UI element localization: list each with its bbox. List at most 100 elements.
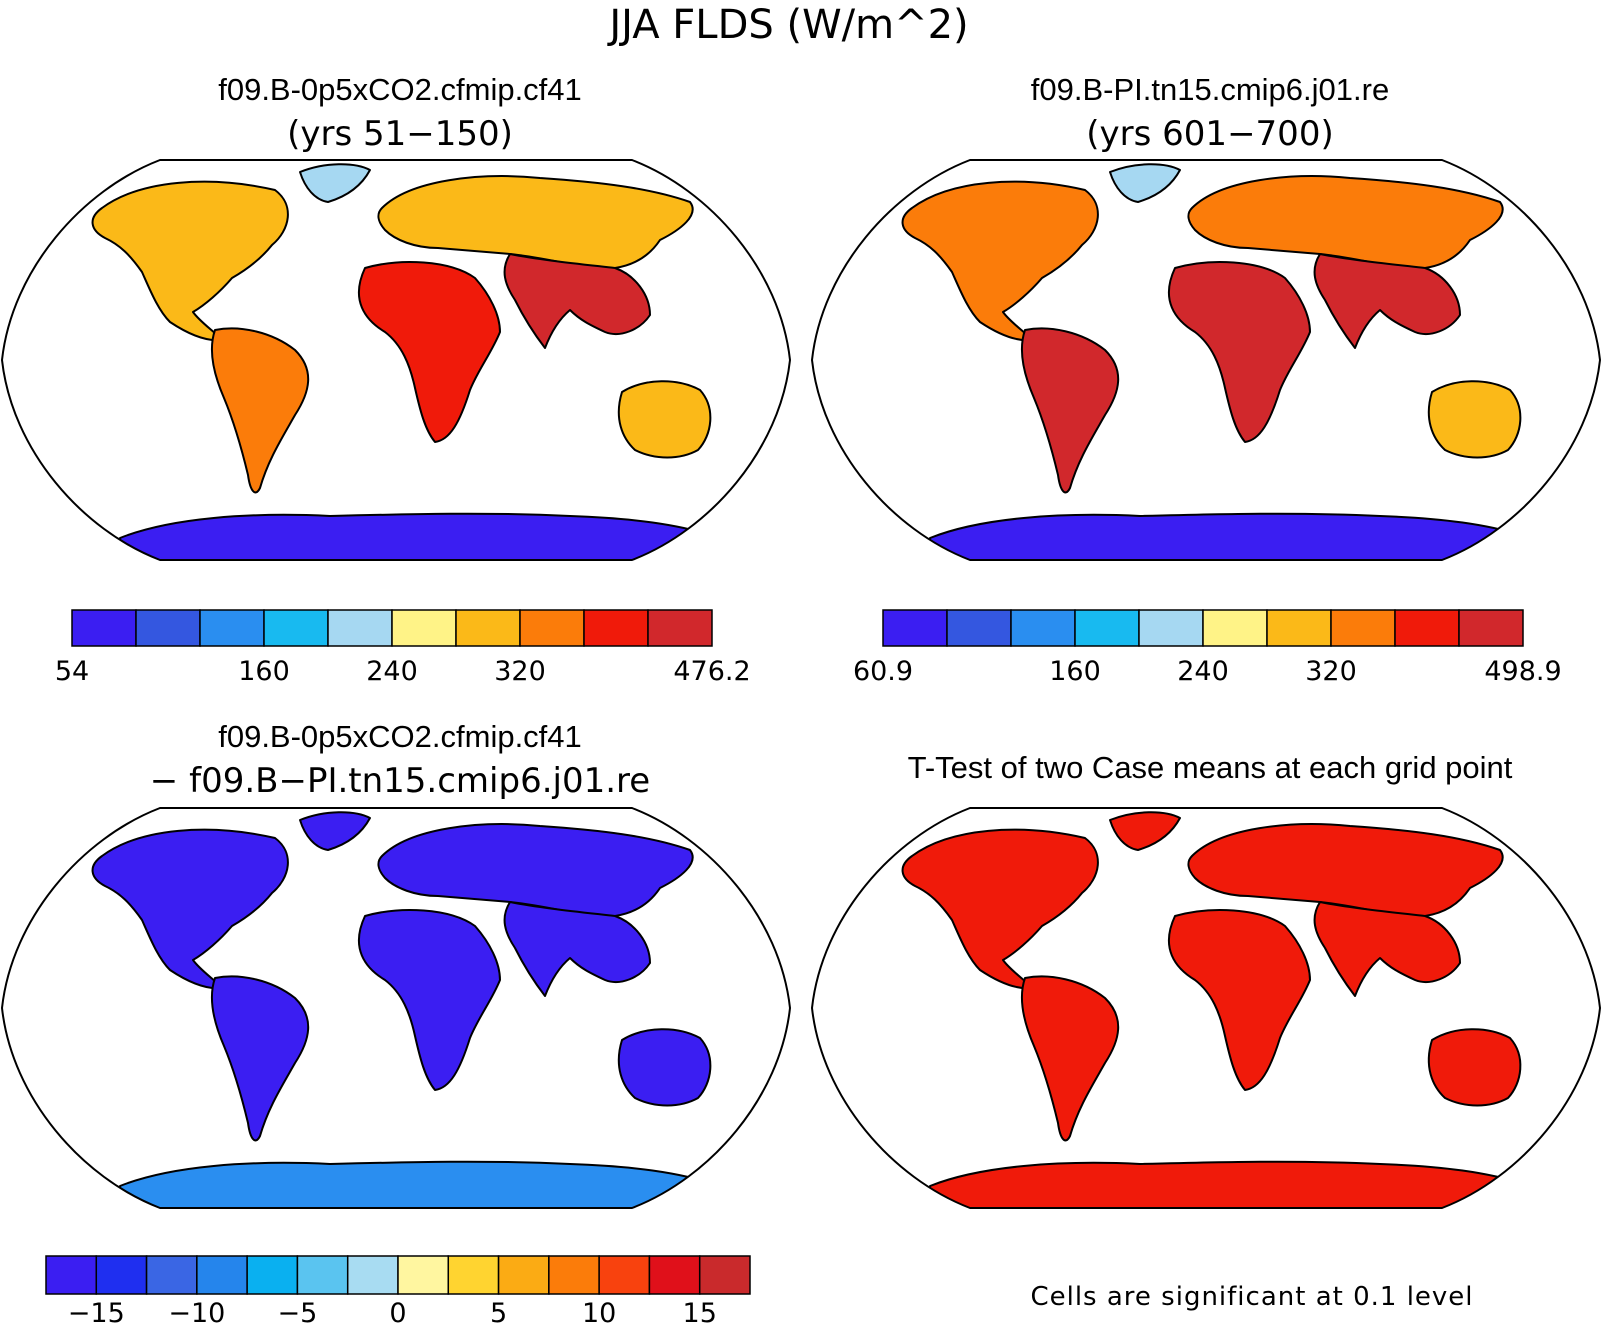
panel-2-title: f09.B-PI.tn15.cmip6.j01.re xyxy=(1031,72,1389,107)
colorbar-tick-label: 160 xyxy=(238,656,290,687)
colorbar-box xyxy=(455,609,521,647)
region-greenland xyxy=(1109,811,1181,851)
region-north-america xyxy=(901,180,1099,342)
panel-4-title: T-Test of two Case means at each grid po… xyxy=(908,750,1513,785)
colorbar-box xyxy=(1074,609,1140,647)
colorbar-box xyxy=(1138,609,1204,647)
map-frame xyxy=(810,159,1602,561)
colorbar-box xyxy=(71,609,137,647)
colorbar-box xyxy=(1394,609,1460,647)
colorbar-difference: −15 −10 −5 0 5 10 15 xyxy=(45,1255,751,1327)
colorbar-box xyxy=(145,1255,198,1295)
colorbar-tick-label: 10 xyxy=(582,1298,616,1327)
colorbar-case1: 54 160 240 320 476.2 xyxy=(55,609,751,687)
map-frame xyxy=(0,159,792,561)
colorbar-box xyxy=(199,609,265,647)
colorbar-tick-label: 240 xyxy=(1177,656,1229,687)
region-north-america xyxy=(901,828,1099,990)
map-difference xyxy=(0,807,792,1209)
colorbar-tick-label: 5 xyxy=(490,1298,507,1327)
colorbar-tick-label: −10 xyxy=(168,1298,225,1327)
colorbar-box xyxy=(391,609,457,647)
region-south-america xyxy=(1021,327,1120,494)
colorbar-box xyxy=(45,1255,98,1295)
colorbar-box xyxy=(583,609,649,647)
significance-note: Cells are significant at 0.1 level xyxy=(1030,1282,1473,1312)
land-layer xyxy=(812,160,1600,560)
map-case1 xyxy=(0,159,792,561)
panel-1-subtitle: (yrs 51−150) xyxy=(287,114,513,154)
region-antarctica xyxy=(929,512,1531,560)
colorbar-tick-label: 320 xyxy=(1305,656,1357,687)
colorbar-box xyxy=(246,1255,299,1295)
colorbar-tick-label: 320 xyxy=(494,656,546,687)
colorbar-box xyxy=(1010,609,1076,647)
colorbar-box xyxy=(1330,609,1396,647)
colorbar-box xyxy=(648,1255,701,1295)
panel-1-title: f09.B-0p5xCO2.cfmip.cf41 xyxy=(218,72,582,107)
colorbar-box xyxy=(519,609,585,647)
map-case2 xyxy=(810,159,1602,561)
colorbar-box xyxy=(327,609,393,647)
colorbar-box xyxy=(647,609,713,647)
map-ttest xyxy=(810,807,1602,1209)
panel-3-subtitle: − f09.B−PI.tn15.cmip6.j01.re xyxy=(150,761,650,801)
colorbar-box xyxy=(548,1255,600,1295)
region-australia xyxy=(617,380,712,459)
region-africa xyxy=(357,909,501,1091)
region-greenland xyxy=(299,163,371,203)
colorbar-box xyxy=(1458,609,1524,647)
region-antarctica xyxy=(119,512,721,560)
region-africa xyxy=(1167,261,1311,443)
colorbar-box xyxy=(946,609,1012,647)
map-frame xyxy=(810,807,1602,1209)
region-africa xyxy=(357,261,501,443)
region-north-america xyxy=(91,828,289,990)
colorbar-tick-label: 54 xyxy=(55,656,89,687)
region-australia xyxy=(617,1028,712,1107)
colorbar-box xyxy=(135,609,201,647)
region-south-america xyxy=(211,327,310,494)
region-south-america xyxy=(1021,975,1120,1142)
colorbar-tick-label: −5 xyxy=(278,1298,318,1327)
region-australia xyxy=(1427,380,1522,459)
colorbar-box xyxy=(196,1255,248,1295)
region-antarctica xyxy=(929,1160,1531,1208)
colorbar-tick-label: 15 xyxy=(683,1298,717,1327)
colorbar-tick-label: 476.2 xyxy=(673,656,750,687)
region-south-asia xyxy=(503,901,651,997)
colorbar-tick-label: 240 xyxy=(366,656,418,687)
region-africa xyxy=(1167,909,1311,1091)
region-greenland xyxy=(1109,163,1181,203)
colorbar-box xyxy=(1266,609,1332,647)
colorbar-box xyxy=(346,1255,399,1295)
region-south-america xyxy=(211,975,310,1142)
panel-2-subtitle: (yrs 601−700) xyxy=(1086,114,1333,154)
colorbar-box xyxy=(598,1255,651,1295)
colorbar-tick-label: 498.9 xyxy=(1484,656,1561,687)
colorbar-box xyxy=(397,1255,450,1295)
colorbar-box xyxy=(882,609,948,647)
region-south-asia xyxy=(1313,901,1461,997)
panel-3-title: f09.B-0p5xCO2.cfmip.cf41 xyxy=(218,719,582,754)
colorbar-tick-label: −15 xyxy=(68,1298,125,1327)
region-australia xyxy=(1427,1028,1522,1107)
colorbar-box xyxy=(698,1255,751,1295)
region-antarctica xyxy=(119,1160,721,1208)
colorbar-tick-label: 160 xyxy=(1049,656,1101,687)
colorbar-box xyxy=(95,1255,148,1295)
land-layer xyxy=(2,160,790,560)
region-north-america xyxy=(91,180,289,342)
colorbar-box xyxy=(263,609,329,647)
land-layer xyxy=(2,808,790,1208)
colorbar-box xyxy=(296,1255,349,1295)
region-south-asia xyxy=(1313,253,1461,349)
figure-title: JJA FLDS (W/m^2) xyxy=(606,2,968,48)
colorbar-tick-label: 0 xyxy=(389,1298,406,1327)
colorbar-box xyxy=(447,1255,500,1295)
map-frame xyxy=(0,807,792,1209)
region-south-asia xyxy=(503,253,651,349)
colorbar-box xyxy=(497,1255,550,1295)
colorbar-case2: 60.9 160 240 320 498.9 xyxy=(853,609,1562,687)
